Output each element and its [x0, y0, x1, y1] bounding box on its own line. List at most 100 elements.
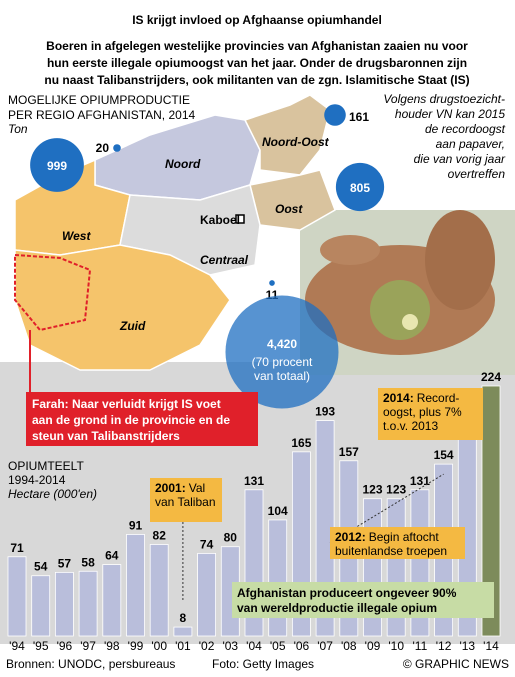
annotation-text: 2001: Val van Taliban	[155, 481, 216, 509]
value-label: 165	[291, 436, 311, 450]
annotation-line: Val	[189, 481, 205, 495]
bar	[7, 556, 27, 637]
chart-title: OPIUMTEELT	[8, 459, 84, 473]
bar	[102, 564, 122, 637]
annotation-line: buitenlandse troepen	[335, 544, 447, 558]
annotation-line: t.o.v. 2013	[383, 419, 438, 433]
value-label: 193	[315, 405, 335, 419]
x-tick-label: '04	[246, 639, 262, 653]
x-tick-label: '13	[459, 639, 475, 653]
farah-text: steun van Talibanstrijders	[32, 429, 180, 443]
annotation-line: oogst, plus 7%	[383, 405, 462, 419]
x-tick-label: '14	[483, 639, 499, 653]
value-label: 58	[81, 555, 95, 569]
annotation-bold: 2012:	[335, 530, 366, 544]
value-label: 57	[58, 556, 72, 570]
bar	[173, 626, 193, 637]
map	[14, 94, 336, 392]
region-label: Zuid	[119, 319, 146, 333]
footnote: Afghanistan produceert ongeveer 90%	[237, 586, 457, 600]
y-label: Hectare (000'en)	[8, 487, 97, 501]
annotation-bold: 2014:	[383, 391, 414, 405]
bar	[31, 575, 51, 637]
x-tick-label: '12	[436, 639, 452, 653]
bar	[481, 385, 501, 637]
footnote-box	[232, 582, 494, 618]
x-tick-label: '01	[175, 639, 191, 653]
photo-credit: Foto: Getty Images	[212, 657, 314, 671]
x-tick-label: '11	[413, 639, 428, 653]
bubble	[324, 104, 346, 126]
subtitle: nu naast Talibanstrijders, ook militante…	[44, 73, 469, 87]
annotation-line: Record-	[417, 391, 460, 405]
x-tick-label: '00	[151, 639, 167, 653]
map-unit: Ton	[8, 122, 28, 136]
capital-label: Kaboel	[200, 213, 240, 227]
value-label: 74	[200, 537, 214, 551]
value-label: 131	[410, 474, 430, 488]
copyright: © GRAPHIC NEWS	[403, 657, 509, 671]
bubble-label: 805	[350, 181, 370, 195]
bar	[268, 519, 288, 637]
note: die van vorig jaar	[414, 152, 506, 166]
value-label: 154	[434, 448, 454, 462]
region-label: Noord-Oost	[262, 135, 330, 149]
x-tick-label: '99	[128, 639, 144, 653]
x-tick-label: '06	[294, 639, 310, 653]
bubble	[269, 280, 275, 286]
value-label: 82	[153, 528, 167, 542]
value-label: 80	[224, 531, 238, 545]
map-title: PER REGIO AFGHANISTAN, 2014	[8, 108, 195, 122]
value-label: 91	[129, 518, 143, 532]
note: Volgens drugstoezicht-	[383, 92, 505, 106]
photo	[300, 210, 515, 375]
value-label: 54	[34, 560, 48, 574]
farah-text: aan de grond in de provincie en de	[32, 413, 230, 427]
annotation-box	[378, 388, 483, 440]
value-label: 71	[10, 541, 24, 555]
x-tick-label: '05	[270, 639, 286, 653]
x-tick-label: '02	[199, 639, 215, 653]
bubble-note: (70 procent	[252, 355, 313, 369]
bar	[197, 553, 217, 637]
bubble	[335, 162, 385, 212]
value-label: 224	[481, 370, 501, 384]
annotation-line: Begin aftocht	[369, 530, 440, 544]
note: de recordoogst	[425, 122, 506, 136]
note: houder VN kan 2015	[395, 107, 505, 121]
annotation-box	[330, 527, 465, 559]
bar	[126, 534, 145, 637]
farah-box	[26, 392, 258, 446]
footnote: van wereldproductie illegale opium	[237, 601, 437, 615]
bubble-label: 999	[47, 159, 67, 173]
x-tick-label: '95	[33, 639, 49, 653]
x-tick-label: '94	[9, 639, 25, 653]
bar	[78, 570, 98, 637]
x-tick-label: '98	[104, 639, 120, 653]
x-tick-label: '09	[365, 639, 381, 653]
bubble-label: 4,420	[267, 337, 297, 351]
bubble	[113, 144, 121, 152]
note: overtreffen	[448, 167, 506, 181]
value-label: 104	[268, 504, 288, 518]
bubble-note: van totaal)	[254, 369, 310, 383]
bar	[55, 571, 74, 637]
title: IS krijgt invloed op Afghaanse opiumhand…	[132, 13, 382, 27]
chart-title: 1994-2014	[8, 473, 66, 487]
region-label: Centraal	[200, 253, 249, 267]
bubble	[30, 138, 84, 192]
region-label: West	[62, 229, 91, 243]
x-tick-label: '03	[222, 639, 238, 653]
annotation-line: van Taliban	[155, 495, 216, 509]
annotation-bold: 2001:	[155, 481, 186, 495]
bar	[149, 544, 169, 637]
bubble-label: 20	[96, 141, 110, 155]
value-label: 123	[386, 483, 406, 497]
value-label: 123	[362, 483, 382, 497]
note: aan papaver,	[436, 137, 505, 151]
x-tick-label: '07	[317, 639, 333, 653]
farah-text: Farah: Naar verluidt krijgt IS voet	[32, 397, 221, 411]
region-label: Noord	[165, 157, 201, 171]
value-label: 64	[105, 549, 119, 563]
